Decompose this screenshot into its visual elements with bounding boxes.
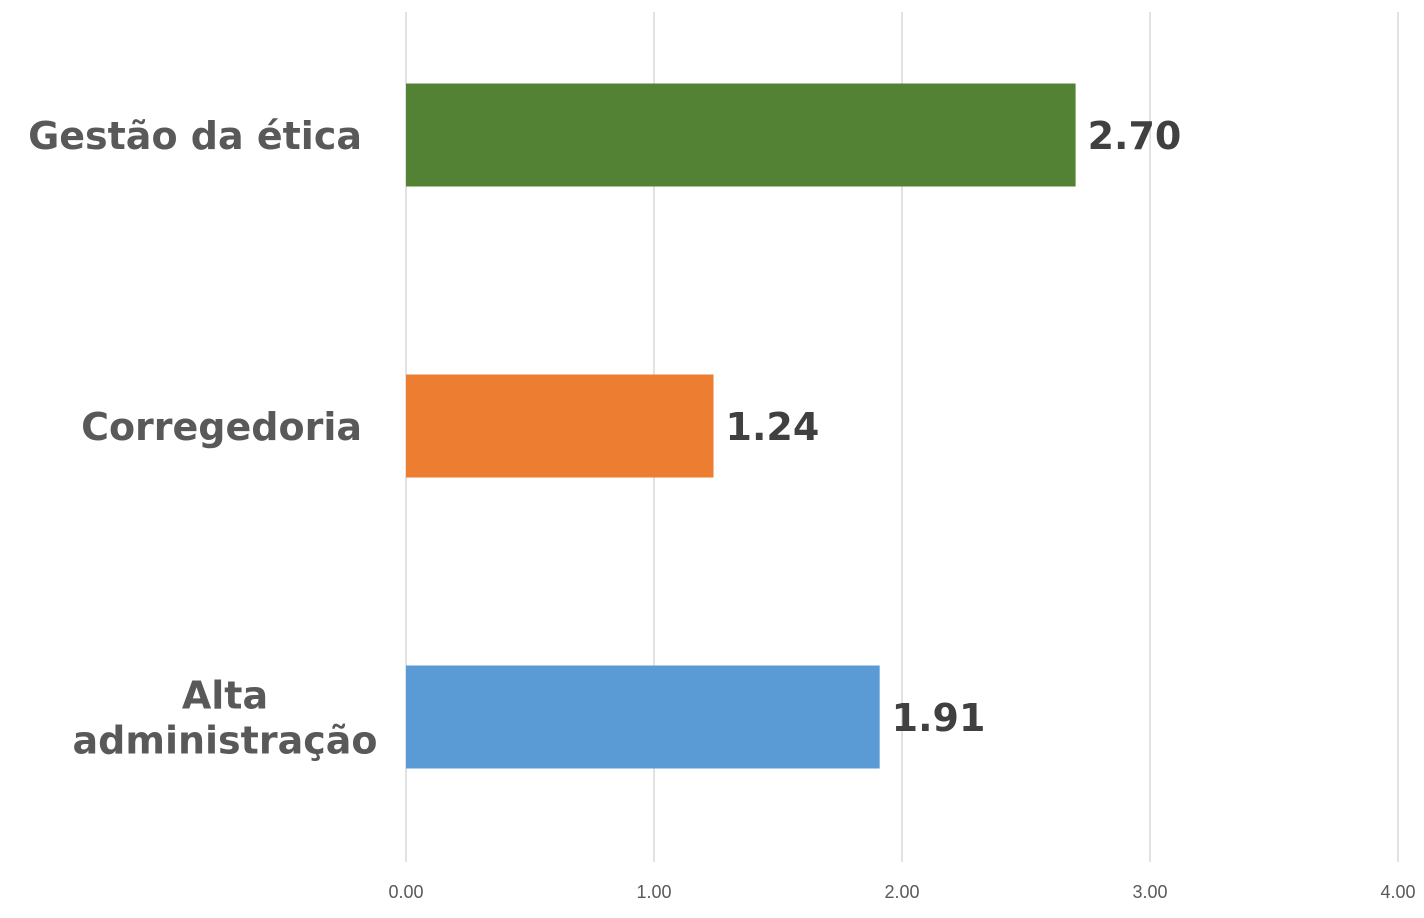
bar	[406, 83, 1076, 187]
bar	[406, 665, 880, 769]
category-label: Gestão da ética	[28, 114, 362, 158]
bars	[406, 83, 1076, 769]
x-tick-label: 4.00	[1380, 882, 1415, 902]
category-label: Alta administração	[73, 674, 378, 763]
data-label: 2.70	[1088, 114, 1182, 158]
category-label: Corregedoria	[81, 405, 362, 449]
labels: 0.00 1.00 2.00 3.00 4.00 2.70 Gestão da ética 1…	[28, 114, 1415, 902]
bar	[406, 374, 714, 478]
data-label: 1.24	[726, 405, 820, 449]
x-tick-label: 1.00	[636, 882, 671, 902]
x-tick-label: 3.00	[1132, 882, 1167, 902]
data-label: 1.91	[892, 696, 986, 740]
x-tick-label: 0.00	[388, 882, 423, 902]
x-tick-label: 2.00	[884, 882, 919, 902]
